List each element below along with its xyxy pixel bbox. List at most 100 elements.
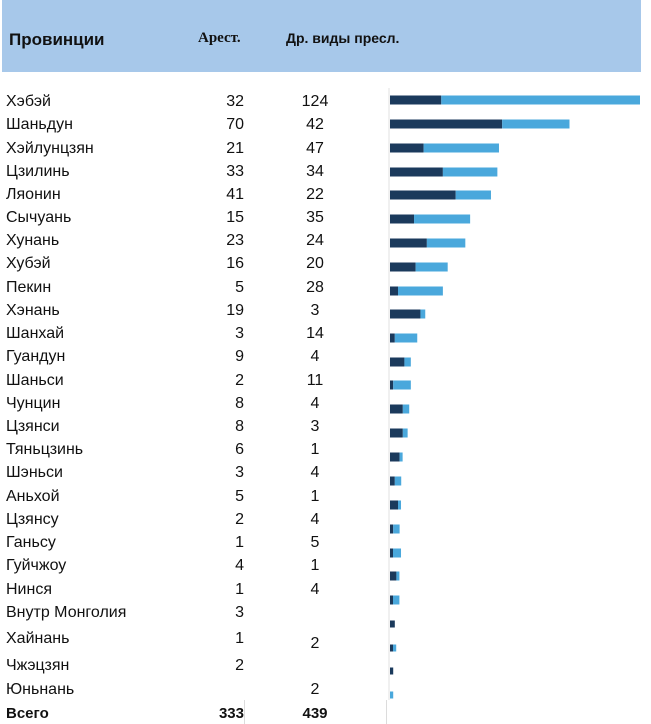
arrests-bar-8 — [390, 286, 399, 296]
province-name: Юньнань — [6, 681, 75, 698]
other-bar-20 — [396, 571, 400, 581]
arrests-value: 5 — [235, 279, 244, 296]
arrests-value: 4 — [235, 557, 244, 574]
province-name: Аньхой — [6, 488, 60, 505]
arrests-bar-1 — [390, 119, 503, 129]
arrests-value: 33 — [226, 163, 244, 180]
arrests-bar-10 — [390, 333, 395, 343]
arrests-bar-14 — [390, 428, 403, 438]
other-bar-19 — [393, 548, 402, 558]
column-divider — [244, 700, 245, 724]
other-persecution-value: 4 — [310, 348, 320, 365]
province-name: Хэбэй — [6, 93, 51, 110]
other-bar-11 — [404, 357, 411, 367]
province-name: Шаньси — [6, 372, 64, 389]
arrests-value: 15 — [226, 209, 244, 226]
province-name: Цзянсу — [6, 511, 59, 528]
other-persecution-value: 3 — [310, 302, 320, 319]
other-bar-17 — [398, 500, 402, 510]
province-name: Гуйчжоу — [6, 557, 67, 574]
province-name: Пекин — [6, 279, 52, 296]
other-persecution-value: 35 — [306, 209, 324, 226]
other-persecution-value: 1 — [310, 441, 320, 458]
province-name: Ганьсу — [6, 534, 56, 551]
other-bar-12 — [393, 380, 411, 390]
arrests-value: 8 — [235, 395, 244, 412]
other-persecution-value: 2 — [310, 635, 320, 652]
arrests-value: 32 — [226, 93, 244, 110]
other-bar-7 — [415, 262, 448, 272]
total-label: Всего — [6, 705, 49, 722]
other-bar-6 — [426, 238, 466, 248]
arrests-value: 3 — [235, 464, 244, 481]
other-bar-14 — [402, 428, 408, 438]
other-bar-2 — [423, 143, 499, 153]
other-bar-18 — [393, 524, 400, 534]
other-persecution-value: 34 — [306, 163, 324, 180]
arrests-bar-6 — [390, 238, 427, 248]
other-persecution-value: 24 — [306, 232, 324, 249]
other-bar-1 — [502, 119, 570, 129]
arrests-bar-21 — [390, 595, 393, 605]
arrests-bar-2 — [390, 143, 424, 153]
arrests-value: 2 — [235, 657, 244, 674]
arrests-value: 2 — [235, 372, 244, 389]
province-name: Шанхай — [6, 325, 65, 342]
arrests-bar-16 — [390, 476, 395, 486]
province-name: Сычуань — [6, 209, 72, 226]
other-persecution-value: 28 — [306, 279, 324, 296]
other-bar-21 — [393, 595, 400, 605]
total-arrests: 333 — [218, 705, 244, 722]
arrests-value: 9 — [235, 348, 244, 365]
other-persecution-column-header: Др. виды пресл. — [286, 30, 400, 46]
province-name: Хэнань — [6, 302, 60, 319]
arrests-value: 41 — [226, 186, 244, 203]
other-bar-8 — [398, 286, 443, 296]
arrests-bar-7 — [390, 262, 416, 272]
arrests-value: 5 — [235, 488, 244, 505]
other-bar-10 — [394, 333, 418, 343]
arrests-bar-0 — [390, 95, 442, 105]
other-persecution-value: 3 — [310, 418, 320, 435]
arrests-value: 1 — [235, 630, 244, 647]
other-bar-9 — [420, 309, 426, 319]
other-bar-16 — [394, 476, 402, 486]
other-persecution-value: 4 — [310, 464, 320, 481]
province-name: Хэйлунцзян — [6, 140, 94, 157]
other-persecution-value: 14 — [306, 325, 324, 342]
other-persecution-value: 124 — [301, 93, 329, 110]
arrests-value: 1 — [235, 534, 244, 551]
province-name: Шаньдун — [6, 116, 73, 133]
other-persecution-value: 2 — [310, 681, 320, 698]
arrests-value: 3 — [235, 604, 244, 621]
other-persecution-value: 4 — [310, 395, 320, 412]
arrests-bar-18 — [390, 524, 394, 534]
province-name: Тяньцзинь — [6, 441, 84, 458]
other-persecution-value: 5 — [310, 534, 320, 551]
province-name: Цзянси — [6, 418, 60, 435]
other-persecution-value: 11 — [306, 372, 324, 389]
arrests-bar-3 — [390, 167, 443, 177]
arrests-bar-19 — [390, 548, 393, 558]
other-bar-23 — [393, 644, 397, 652]
arrests-bar-4 — [390, 190, 456, 200]
arrests-bar-17 — [390, 500, 399, 510]
other-persecution-value: 1 — [310, 557, 320, 574]
other-persecution-value: 4 — [310, 581, 320, 598]
province-name: Хунань — [6, 232, 60, 249]
arrests-value: 16 — [226, 255, 244, 272]
arrests-value: 8 — [235, 418, 244, 435]
arrests-value: 70 — [226, 116, 244, 133]
arrests-bar-9 — [390, 309, 421, 319]
arrests-bar-24 — [390, 667, 394, 675]
arrests-column-header: Арест. — [198, 30, 241, 46]
province-name: Шэньси — [6, 464, 63, 481]
bar-group — [390, 95, 640, 699]
other-persecution-value: 47 — [306, 140, 324, 157]
province-name: Хайнань — [6, 630, 70, 647]
arrests-bar-23 — [390, 644, 393, 652]
other-bar-13 — [402, 404, 410, 414]
province-name: Нинся — [6, 581, 52, 598]
other-persecution-value: 4 — [310, 511, 320, 528]
arrests-value: 6 — [235, 441, 244, 458]
